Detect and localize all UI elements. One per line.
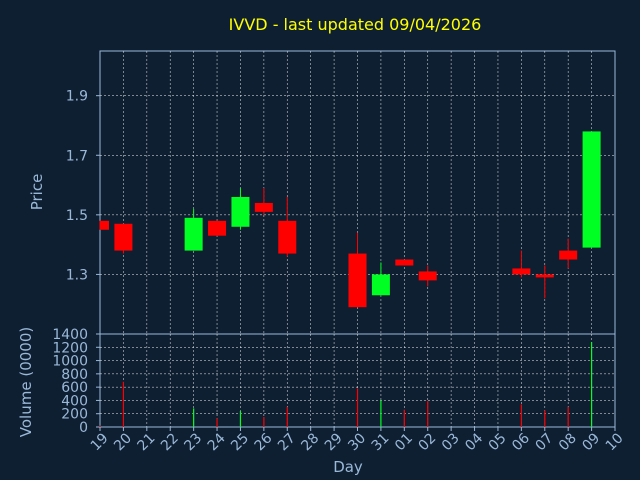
volume-tick-label: 600	[61, 380, 88, 396]
candle	[348, 232, 367, 308]
price-tick-label: 1.7	[66, 148, 88, 164]
price-tick-label: 1.3	[66, 267, 88, 283]
price-y-ticks: 1.3 1.5 1.7 1.9	[66, 89, 100, 283]
chart-title: IVVD - last updated 09/04/2026	[229, 15, 482, 34]
volume-series	[99, 341, 593, 427]
candle	[559, 238, 578, 269]
candle	[418, 265, 437, 287]
candle	[535, 265, 554, 299]
price-tick-label: 1.5	[66, 208, 88, 224]
candle-body	[535, 274, 554, 278]
candle-body	[559, 250, 578, 260]
volume-tick-label: 1400	[52, 327, 88, 343]
price-panel: 1.3 1.5 1.7 1.9 Price	[28, 50, 616, 335]
candle	[254, 188, 273, 215]
volume-tick-label: 800	[61, 367, 88, 383]
candle	[371, 262, 390, 296]
volume-tick-label: 200	[61, 407, 88, 423]
candle-body	[582, 131, 601, 248]
candle-body	[100, 220, 109, 230]
candle-body	[371, 274, 390, 296]
volume-tick-label: 0	[79, 420, 88, 436]
price-tick-label: 1.9	[66, 89, 88, 105]
candle	[512, 250, 531, 278]
candle-body	[395, 259, 414, 266]
candle-body	[254, 202, 273, 212]
volume-tick-label: 1000	[52, 354, 88, 370]
candle	[395, 259, 414, 266]
candle-body	[348, 253, 367, 308]
candle	[99, 220, 109, 230]
candle	[184, 208, 203, 251]
candle-body	[278, 220, 297, 254]
x-axis-label: Day	[333, 458, 363, 476]
volume-axis-label: Volume (0000)	[17, 327, 35, 437]
price-axis-label: Price	[28, 174, 46, 211]
volume-tick-label: 400	[61, 393, 88, 409]
candle	[114, 223, 133, 254]
candle	[278, 196, 297, 257]
candle-body	[231, 196, 250, 227]
volume-tick-label: 1200	[52, 340, 88, 356]
candle-body	[114, 223, 133, 251]
candle-body	[418, 271, 437, 281]
candlestick-series	[99, 131, 601, 308]
candle	[208, 220, 227, 236]
candle-body	[512, 268, 531, 275]
candle-body	[208, 220, 227, 236]
candle	[231, 188, 250, 230]
candle-body	[184, 217, 203, 251]
candle	[582, 131, 601, 248]
x-axis-ticks: 19 20 21 22 23 24 25 26 27 28 29 30 31 01 02 03 04 05 06 07…	[88, 427, 627, 454]
